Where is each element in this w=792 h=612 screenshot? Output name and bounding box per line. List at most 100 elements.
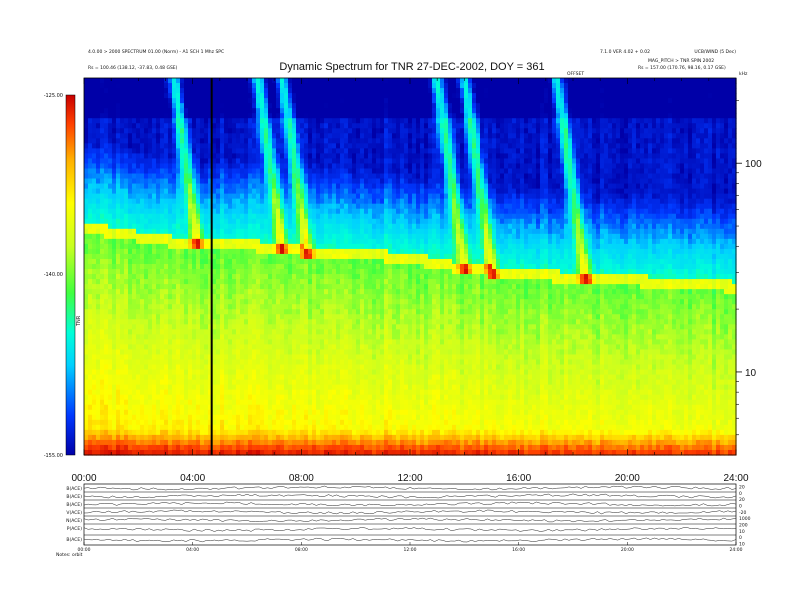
- spectrogram-cell: [208, 183, 213, 190]
- spectrogram-cell: [244, 314, 249, 320]
- spectrogram-cell: [184, 113, 189, 119]
- spectrogram-cell: [112, 148, 117, 154]
- spectrogram-cell: [124, 374, 129, 381]
- spectrogram-cell: [228, 339, 233, 346]
- spectrogram-cell: [288, 243, 293, 250]
- spectrogram-cell: [120, 429, 125, 436]
- spectrogram-cell: [256, 113, 261, 119]
- spectrogram-cell: [120, 103, 125, 109]
- spectrogram-cell: [112, 218, 117, 225]
- spectrogram-cell: [144, 198, 149, 205]
- spectrogram-cell: [104, 233, 109, 240]
- spectrogram-cell: [236, 339, 241, 346]
- spectrogram-cell: [284, 243, 289, 250]
- spectrogram-cell: [164, 263, 169, 270]
- spectrogram-cell: [152, 284, 157, 290]
- spectrogram-cell: [228, 444, 233, 451]
- spectrogram-cell: [144, 158, 149, 165]
- spectrogram-cell: [116, 78, 121, 84]
- spectrogram-cell: [112, 434, 117, 441]
- spectrogram-cell: [212, 123, 217, 129]
- spectrogram-cell: [248, 364, 253, 371]
- spectrogram-cell: [220, 263, 225, 270]
- spectrogram-cell: [180, 123, 185, 129]
- spectrogram-cell: [276, 253, 281, 260]
- spectrogram-cell: [320, 183, 325, 190]
- spectrogram-cell: [96, 374, 101, 381]
- spectrogram-cell: [340, 424, 345, 431]
- spectrogram-cell: [100, 294, 105, 300]
- spectrogram-cell: [112, 294, 117, 300]
- spectrogram-cell: [176, 274, 181, 280]
- spectrogram-cell: [328, 269, 333, 275]
- spectrogram-cell: [140, 314, 145, 320]
- spectrogram-cell: [292, 148, 297, 154]
- spectrogram-cell: [240, 108, 245, 114]
- spectrogram-cell: [160, 108, 165, 114]
- spectrogram-cell: [316, 198, 321, 205]
- spectrogram-cell: [172, 198, 177, 205]
- spectrogram-cell: [224, 359, 229, 366]
- spectrogram-cell: [92, 133, 97, 139]
- spectrogram-cell: [296, 414, 301, 421]
- spectrogram-cell: [228, 349, 233, 356]
- spectrogram-cell: [96, 289, 101, 295]
- spectrogram-cell: [304, 248, 309, 255]
- spectrogram-cell: [308, 103, 313, 109]
- spectrogram-cell: [300, 148, 305, 154]
- spectrogram-cell: [264, 193, 269, 200]
- spectrogram-cell: [248, 238, 253, 245]
- spectrogram-cell: [192, 143, 197, 149]
- spectrogram-cell: [164, 334, 169, 340]
- spectrogram-cell: [192, 284, 197, 290]
- spectrogram-cell: [256, 123, 261, 129]
- spectrogram-cell: [160, 258, 165, 265]
- spectrogram-cell: [152, 354, 157, 361]
- spectrogram-cell: [128, 208, 133, 215]
- spectrogram-cell: [168, 289, 173, 295]
- spectrogram-cell: [280, 78, 285, 84]
- spectrogram-cell: [252, 304, 257, 310]
- spectrogram-cell: [248, 429, 253, 436]
- spectrogram-cell: [84, 434, 89, 441]
- spectrogram-cell: [172, 78, 177, 84]
- spectrogram-cell: [340, 158, 345, 165]
- spectrogram-cell: [120, 93, 125, 99]
- spectrogram-cell: [128, 309, 133, 315]
- spectrogram-cell: [236, 269, 241, 275]
- spectrogram-cell: [104, 213, 109, 220]
- spectrogram-cell: [92, 364, 97, 371]
- spectrogram-cell: [252, 414, 257, 421]
- spectrogram-cell: [108, 294, 113, 300]
- spectrogram-cell: [104, 178, 109, 185]
- spectrogram-cell: [312, 188, 317, 195]
- spectrogram-cell: [128, 248, 133, 255]
- spectrogram-cell: [248, 394, 253, 401]
- spectrogram-cell: [228, 384, 233, 391]
- spectrogram-cell: [308, 193, 313, 200]
- spectrogram-cell: [92, 314, 97, 320]
- spectrogram-cell: [340, 113, 345, 119]
- spectrogram-cell: [324, 198, 329, 205]
- spectrogram-cell: [236, 123, 241, 129]
- spectrogram-cell: [240, 394, 245, 401]
- spectrogram-cell: [200, 284, 205, 290]
- spectrogram-cell: [144, 319, 149, 325]
- spectrogram-cell: [184, 118, 189, 124]
- spectrogram-cell: [176, 299, 181, 305]
- spectrogram-cell: [108, 113, 113, 119]
- spectrogram-cell: [96, 98, 101, 104]
- spectrogram-cell: [84, 359, 89, 366]
- spectrogram-cell: [236, 394, 241, 401]
- spectrogram-cell: [224, 243, 229, 250]
- spectrogram-cell: [336, 329, 341, 335]
- spectrogram-cell: [192, 444, 197, 451]
- spectrogram-cell: [144, 203, 149, 210]
- spectrogram-cell: [128, 349, 133, 356]
- spectrogram-cell: [328, 419, 333, 426]
- spectrogram-cell: [228, 168, 233, 175]
- spectrogram-cell: [320, 213, 325, 220]
- spectrogram-cell: [180, 208, 185, 215]
- spectrogram-cell: [200, 369, 205, 376]
- spectrogram-cell: [120, 369, 125, 376]
